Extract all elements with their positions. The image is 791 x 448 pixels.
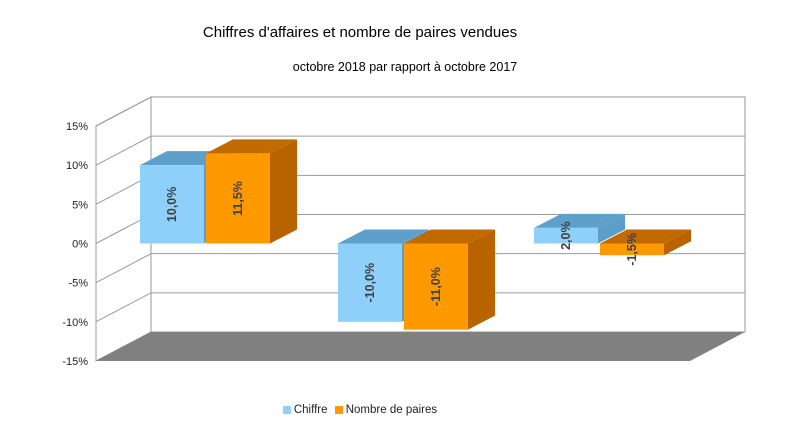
bar-side <box>664 229 691 256</box>
bar-chiffre <box>140 165 204 244</box>
y-tick-label: -15% <box>62 356 88 368</box>
y-tick-label: 0% <box>72 239 88 251</box>
data-label: 2,0% <box>559 221 573 250</box>
bar-top <box>534 213 625 228</box>
bar-top <box>600 229 691 244</box>
legend-item-paires: Nombre de paires <box>334 404 438 416</box>
bar-top <box>338 229 429 244</box>
bar-side <box>598 213 625 244</box>
y-tick-label: -10% <box>62 317 88 329</box>
y-tick-label: 15% <box>66 121 88 133</box>
y-tick-label: 5% <box>72 199 88 211</box>
data-label: 10,0% <box>165 187 179 222</box>
bar-chiffre <box>338 243 402 322</box>
gridline <box>95 135 745 166</box>
bar-paires <box>404 243 468 330</box>
y-tick-label: -5% <box>68 278 88 290</box>
data-label: -1,5% <box>625 233 639 266</box>
bar-top <box>404 229 495 244</box>
bar-side <box>270 139 297 244</box>
data-label: 11,5% <box>231 181 245 216</box>
chart-subtitle: octobre 2018 par rapport à octobre 2017 <box>292 60 518 74</box>
chart-title: Chiffres d'affaires et nombre de paires … <box>202 24 518 41</box>
chart-legend: Chiffre Nombre de paires <box>0 404 720 417</box>
chart-floor <box>96 332 745 361</box>
y-tick-label: 10% <box>66 160 88 172</box>
gridline <box>95 96 745 127</box>
data-label: -11,0% <box>429 267 443 306</box>
data-label: -10,0% <box>363 263 377 303</box>
legend-label-paires: Nombre de paires <box>345 404 438 416</box>
legend-swatch-chiffre <box>282 406 291 414</box>
bar-paires <box>600 243 664 256</box>
bar-side <box>468 229 495 330</box>
gridline <box>95 253 745 284</box>
bar-paires <box>206 153 270 244</box>
legend-item-chiffre: Chiffre <box>282 404 328 416</box>
bar-top <box>206 139 297 154</box>
bar-chiffre <box>534 227 598 244</box>
legend-swatch-paires <box>334 406 343 414</box>
gridline <box>95 292 745 323</box>
legend-label-chiffre: Chiffre <box>293 404 328 416</box>
